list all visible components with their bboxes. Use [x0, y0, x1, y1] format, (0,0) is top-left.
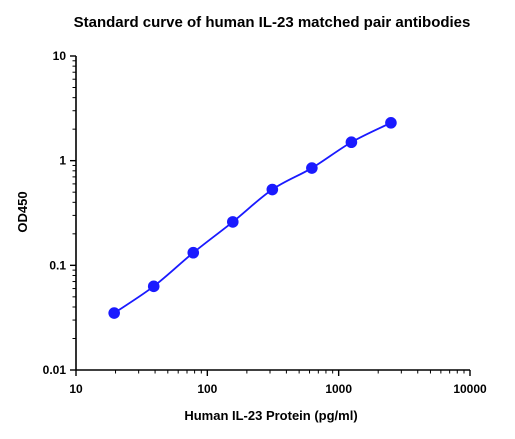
- x-tick-label: 10000: [453, 382, 487, 396]
- data-point: [266, 183, 279, 196]
- y-tick-label: 10: [53, 49, 67, 63]
- y-axis-label: OD450: [15, 191, 30, 232]
- ticks-layer: 10 100 1000 10000 0.01 0.1 1 10: [43, 49, 487, 396]
- y-tick-label: 1: [59, 154, 66, 168]
- series-layer: [108, 117, 397, 319]
- data-point: [147, 280, 160, 293]
- data-point: [385, 117, 397, 129]
- x-tick-label: 100: [197, 382, 217, 396]
- axes-layer: [75, 56, 470, 371]
- data-point: [187, 246, 200, 259]
- x-axis-label: Human IL-23 Protein (pg/ml): [184, 408, 357, 423]
- x-tick-label: 1000: [325, 382, 352, 396]
- x-tick-label: 10: [69, 382, 83, 396]
- chart-title: Standard curve of human IL-23 matched pa…: [74, 14, 471, 31]
- data-point: [345, 136, 358, 149]
- data-point: [306, 162, 318, 174]
- y-tick-label: 0.1: [49, 258, 66, 272]
- data-point: [226, 216, 239, 228]
- y-tick-label: 0.01: [43, 363, 67, 377]
- data-point: [108, 307, 120, 319]
